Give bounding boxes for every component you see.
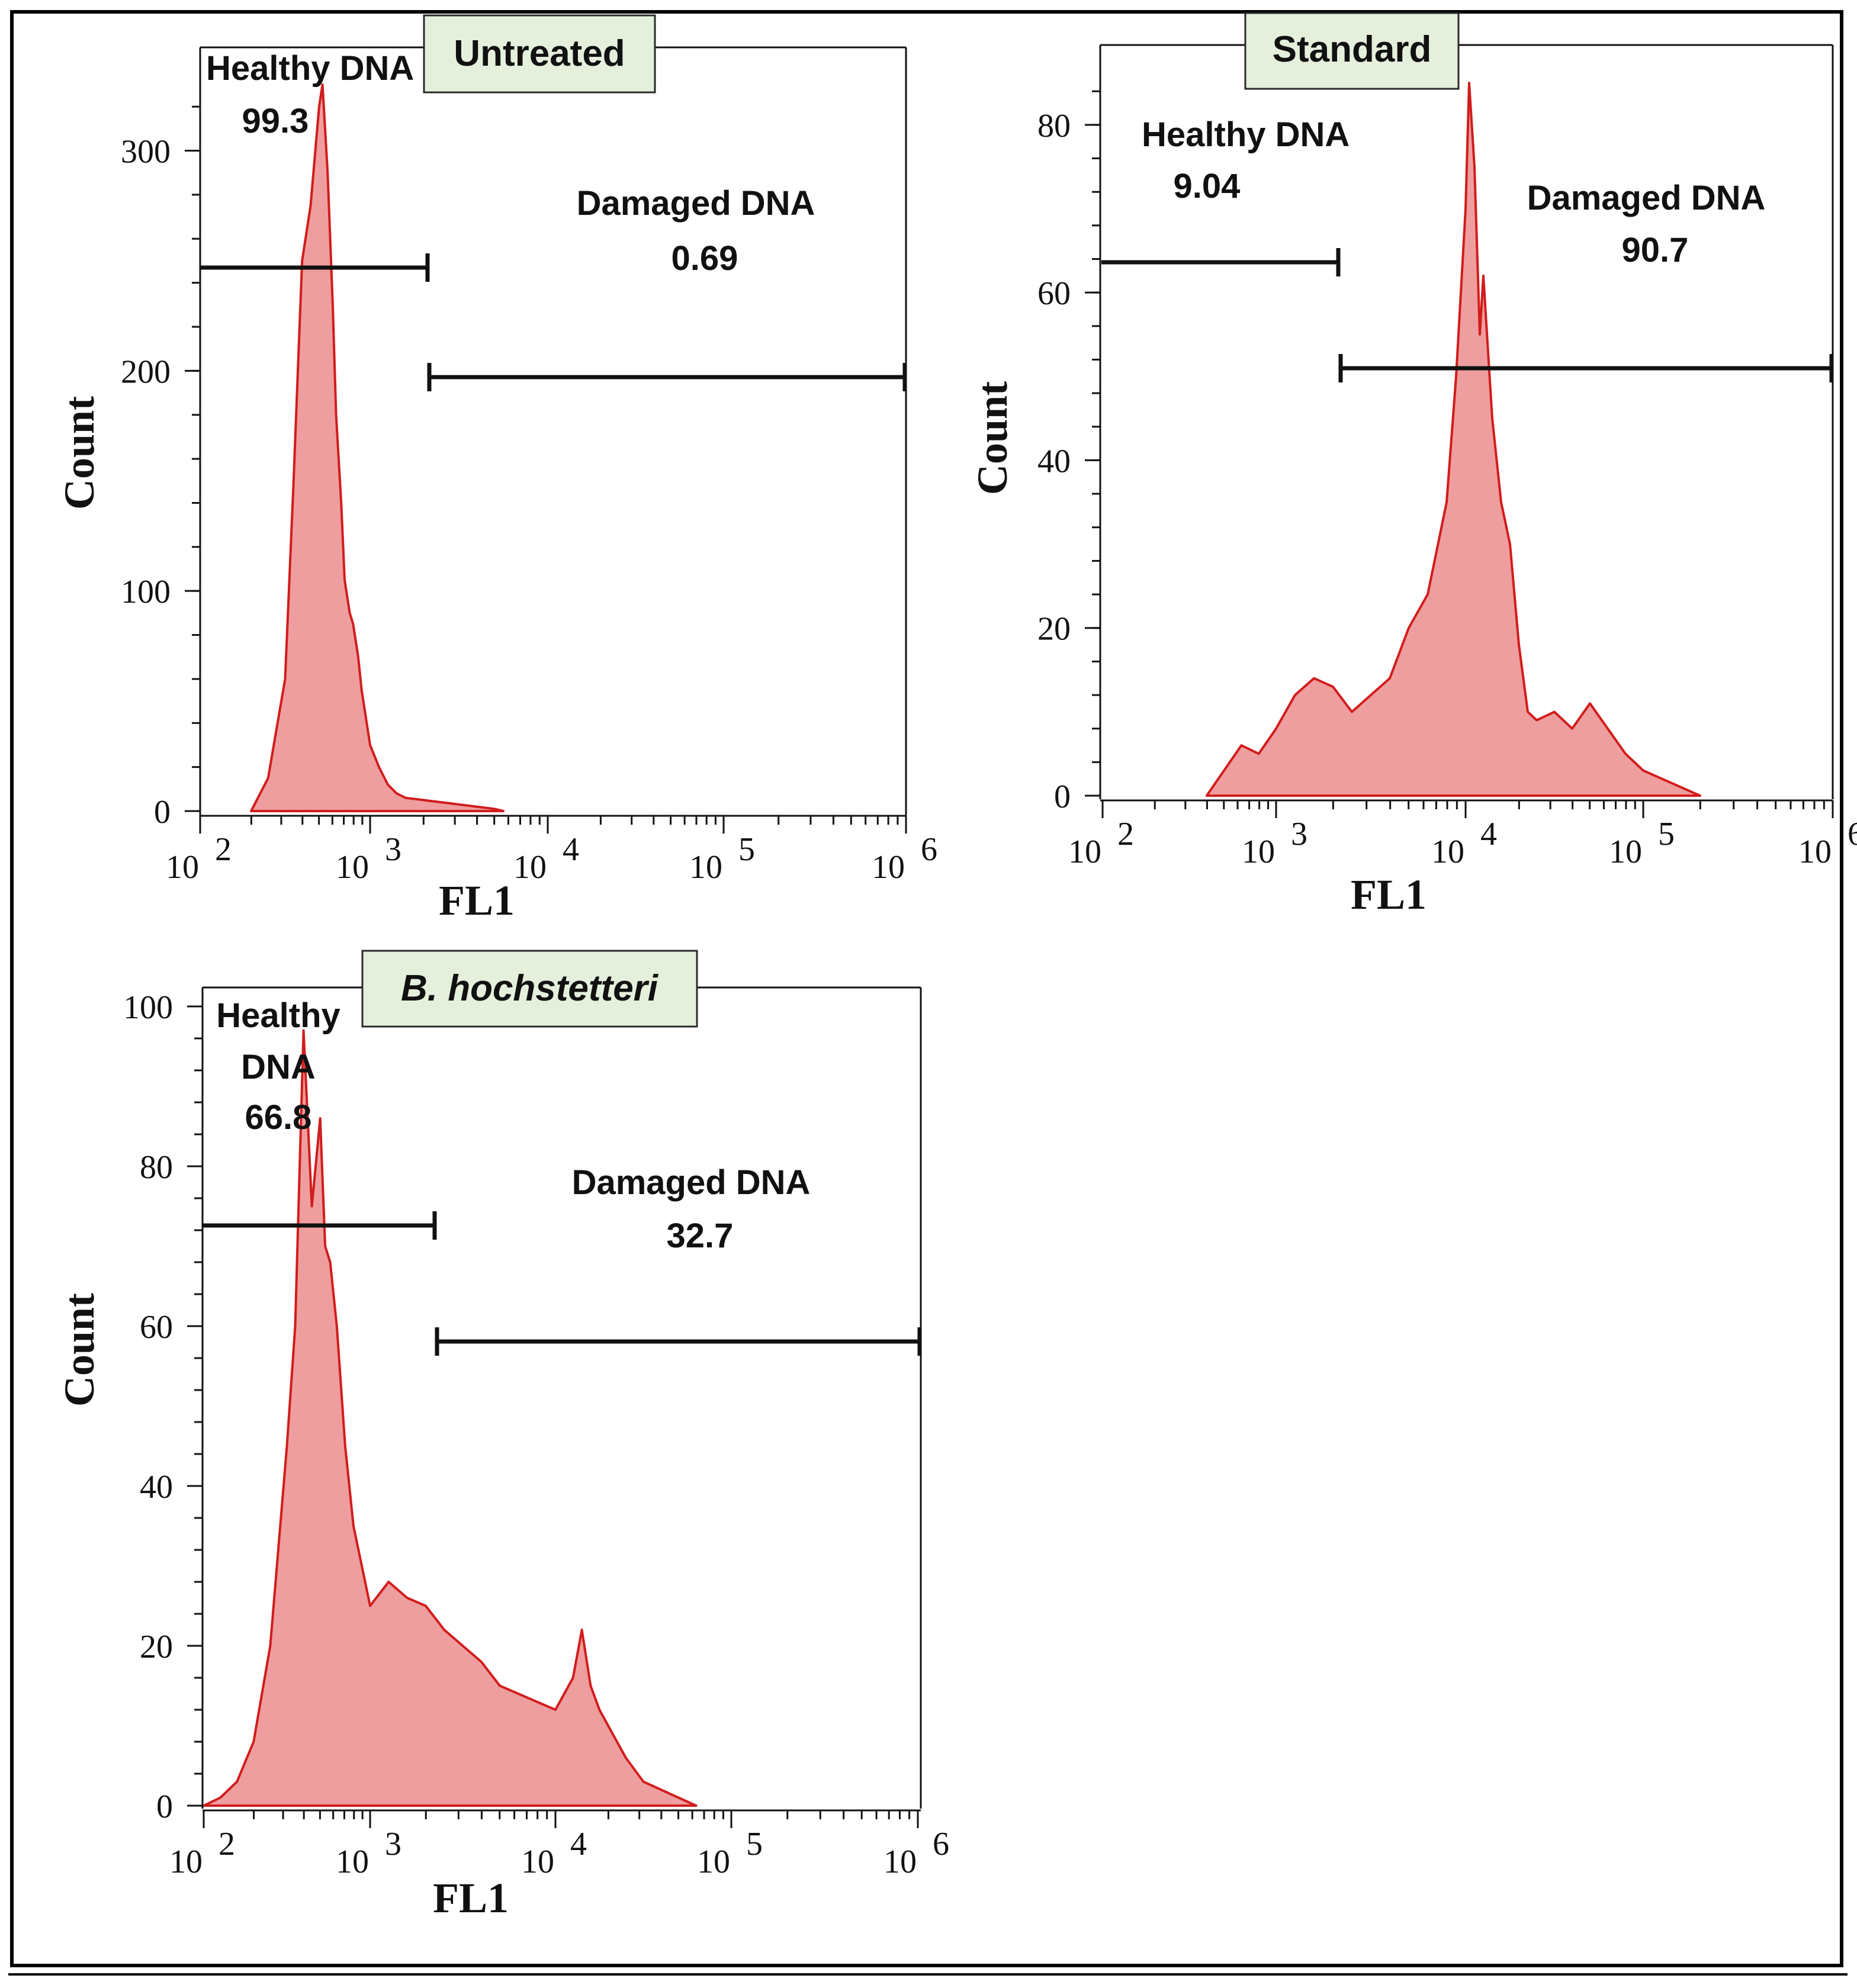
histogram-area <box>203 1029 698 1807</box>
panel-title-box <box>361 950 698 1028</box>
x-tick-label: 10 <box>1242 834 1275 870</box>
y-axis-title: Count <box>969 381 1016 495</box>
panel-title-box <box>423 14 656 94</box>
x-tick-label: 10 <box>1068 834 1101 870</box>
x-tick-label: 10 <box>169 1844 203 1880</box>
x-tick-exponent: 3 <box>385 1826 401 1862</box>
histogram-untreated <box>250 83 505 812</box>
healthy-dna-value: 9.04 <box>1174 167 1241 205</box>
damaged-dna-label: Damaged DNA <box>1527 179 1766 217</box>
x-tick-label: 10 <box>513 849 547 886</box>
healthy-dna-label: Healthy DNA <box>206 49 414 88</box>
panel-title: B. hochstetteri <box>401 968 659 1009</box>
x-tick-label: 10 <box>1798 834 1832 870</box>
y-tick-label: 100 <box>121 574 171 610</box>
y-tick-label: 0 <box>156 1788 173 1825</box>
y-tick-label: 0 <box>1054 779 1071 815</box>
panel-title: Standard <box>1273 29 1432 70</box>
x-tick-exponent: 4 <box>570 1826 587 1862</box>
y-tick-label: 80 <box>140 1149 173 1186</box>
x-tick-label: 10 <box>336 849 369 886</box>
panel-title-box <box>1244 12 1460 90</box>
healthy-dna-label: Healthy DNA <box>1142 115 1350 154</box>
y-axis-title: Count <box>56 1293 103 1407</box>
x-tick-exponent: 3 <box>1291 816 1307 853</box>
damaged-dna-label: Damaged DNA <box>577 184 815 223</box>
x-tick-exponent: 2 <box>1117 816 1134 853</box>
y-tick-label: 80 <box>1037 108 1071 144</box>
x-tick-exponent: 3 <box>385 831 401 868</box>
y-tick-label: 20 <box>1037 611 1071 648</box>
plot-frame-standard <box>1099 44 1834 799</box>
y-tick-label: 40 <box>140 1469 173 1506</box>
y-tick-label: 60 <box>1037 275 1071 312</box>
histogram-b-hochstetteri <box>203 1029 698 1807</box>
y-tick-label: 100 <box>123 989 173 1026</box>
y-axis-title: Count <box>56 396 103 510</box>
damaged-dna-value: 0.69 <box>672 239 738 278</box>
x-tick-exponent: 4 <box>563 831 579 868</box>
histogram-area <box>1205 82 1701 797</box>
damaged-dna-label: Damaged DNA <box>572 1163 811 1202</box>
histogram-area <box>250 83 505 812</box>
x-tick-exponent: 6 <box>933 1826 949 1862</box>
figure-border-inner <box>10 10 1843 1967</box>
x-tick-exponent: 4 <box>1480 816 1497 853</box>
x-tick-exponent: 5 <box>746 1826 763 1862</box>
healthy-dna-value: 99.3 <box>242 102 309 140</box>
x-tick-label: 10 <box>1431 834 1464 870</box>
x-tick-label: 10 <box>689 849 722 886</box>
x-tick-exponent: 6 <box>1848 816 1857 853</box>
x-tick-label: 10 <box>872 849 905 886</box>
x-tick-label: 10 <box>883 1844 917 1880</box>
x-tick-label: 10 <box>521 1844 554 1880</box>
x-tick-exponent: 2 <box>219 1826 235 1862</box>
y-tick-label: 200 <box>121 353 171 390</box>
x-tick-exponent: 2 <box>215 831 232 868</box>
x-tick-exponent: 6 <box>921 831 937 868</box>
x-axis-title: FL1 <box>1351 871 1427 918</box>
x-tick-label: 10 <box>1609 834 1642 870</box>
panel-untreated: 10 2 10 3 10 4 10 5 10 6 0 100 200 300 Untreated Heal… <box>56 14 937 924</box>
x-tick-label: 10 <box>166 849 199 886</box>
axes-untreated: 10 2 10 3 10 4 10 5 10 6 0 100 200 300 <box>121 105 937 886</box>
healthy-dna-label-line1: Healthy <box>216 996 340 1035</box>
y-tick-label: 20 <box>140 1629 173 1665</box>
x-axis-title: FL1 <box>439 877 515 924</box>
histogram-standard <box>1205 82 1701 797</box>
healthy-dna-value: 66.8 <box>245 1098 312 1137</box>
y-tick-label: 60 <box>140 1309 173 1346</box>
x-axis-title: FL1 <box>433 1874 509 1922</box>
x-tick-exponent: 5 <box>738 831 755 868</box>
x-tick-label: 10 <box>336 1844 369 1880</box>
y-tick-label: 0 <box>154 794 171 831</box>
damaged-dna-value: 32.7 <box>667 1217 734 1255</box>
panel-title: Untreated <box>454 33 625 74</box>
y-tick-label: 40 <box>1037 443 1071 480</box>
x-tick-exponent: 5 <box>1658 816 1675 853</box>
healthy-dna-label-line2: DNA <box>241 1048 316 1086</box>
damaged-dna-value: 90.7 <box>1622 231 1689 269</box>
x-tick-label: 10 <box>697 1844 730 1880</box>
y-tick-label: 300 <box>121 134 171 171</box>
